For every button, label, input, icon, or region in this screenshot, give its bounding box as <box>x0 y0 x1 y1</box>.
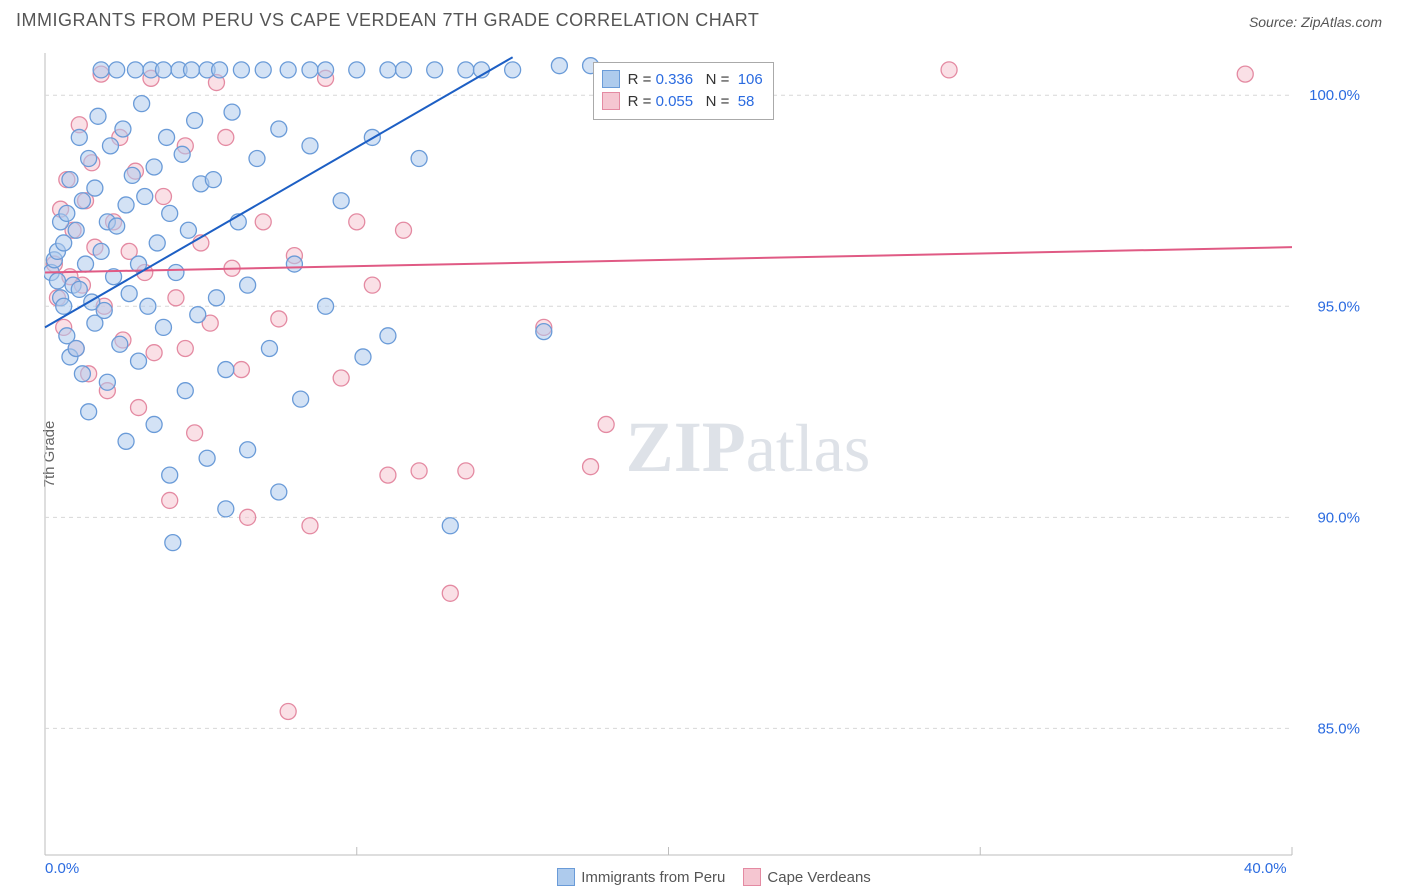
legend-row: R = 0.336 N = 106 <box>602 69 763 91</box>
chart-title: IMMIGRANTS FROM PERU VS CAPE VERDEAN 7TH… <box>16 10 759 30</box>
n-label: N = <box>693 71 733 88</box>
n-value: 106 <box>734 71 763 88</box>
legend-row: R = 0.055 N = 58 <box>602 91 763 113</box>
x-axis-labels: 0.0% 40.0% <box>44 856 1366 886</box>
chart-area: 7th Grade 85.0%90.0%95.0%100.0% ZIPatlas… <box>44 52 1366 856</box>
x-tick-label: 40.0% <box>1244 860 1287 877</box>
svg-text:90.0%: 90.0% <box>1317 509 1360 526</box>
source-attribution: Source: ZipAtlas.com <box>1249 14 1382 30</box>
scatter-plot: 85.0% 90.0% 95.0% 100.0% <box>44 52 1366 856</box>
x-tick-label: 0.0% <box>45 860 79 877</box>
svg-text:85.0%: 85.0% <box>1317 720 1360 737</box>
svg-text:95.0%: 95.0% <box>1317 298 1360 315</box>
r-label: R = <box>628 71 656 88</box>
n-label: N = <box>693 93 733 110</box>
r-value: 0.336 <box>656 71 694 88</box>
legend-swatch <box>602 70 620 88</box>
correlation-legend: R = 0.336 N = 106R = 0.055 N = 58 <box>593 62 774 120</box>
r-label: R = <box>628 93 656 110</box>
svg-text:100.0%: 100.0% <box>1309 87 1360 104</box>
legend-swatch <box>602 92 620 110</box>
r-value: 0.055 <box>656 93 694 110</box>
n-value: 58 <box>734 93 755 110</box>
